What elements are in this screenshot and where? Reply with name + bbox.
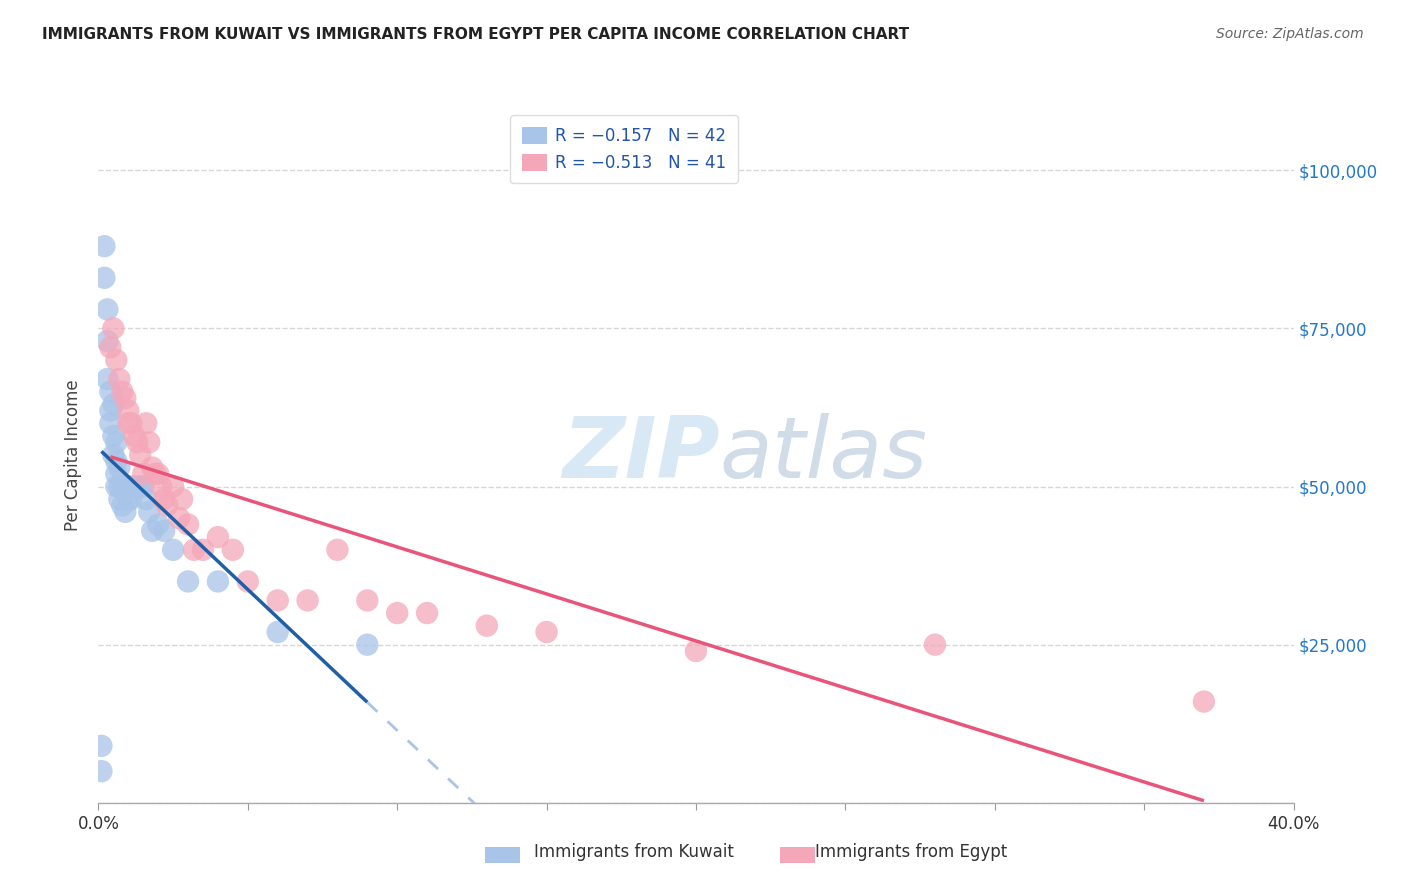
Point	[138, 435, 160, 450]
Point	[162, 542, 184, 557]
Point	[117, 417, 139, 431]
Point	[114, 505, 136, 519]
Point	[103, 448, 125, 462]
Point	[297, 593, 319, 607]
Point	[100, 340, 122, 354]
Point	[536, 625, 558, 640]
Point	[153, 492, 176, 507]
Point	[685, 644, 707, 658]
Point	[177, 517, 200, 532]
Point	[150, 479, 173, 493]
Point	[105, 353, 128, 368]
Point	[141, 524, 163, 538]
Point	[111, 499, 134, 513]
Point	[124, 429, 146, 443]
Point	[90, 764, 112, 779]
Text: atlas: atlas	[720, 413, 928, 497]
Point	[103, 429, 125, 443]
Point	[108, 479, 131, 493]
Point	[105, 479, 128, 493]
Legend: R = −0.157   N = 42, R = −0.513   N = 41: R = −0.157 N = 42, R = −0.513 N = 41	[510, 115, 738, 184]
Point	[100, 417, 122, 431]
Point	[222, 542, 245, 557]
Point	[100, 384, 122, 399]
Point	[207, 574, 229, 589]
Point	[135, 417, 157, 431]
Point	[356, 593, 378, 607]
Point	[90, 739, 112, 753]
Point	[124, 479, 146, 493]
Point	[191, 542, 214, 557]
Point	[132, 479, 155, 493]
Point	[162, 479, 184, 493]
Point	[167, 511, 190, 525]
Point	[143, 467, 166, 481]
Point	[475, 618, 498, 632]
Point	[114, 391, 136, 405]
Point	[120, 492, 142, 507]
Point	[96, 372, 118, 386]
Point	[127, 435, 149, 450]
Point	[103, 321, 125, 335]
Point	[93, 239, 115, 253]
Point	[129, 479, 152, 493]
Text: Immigrants from Egypt: Immigrants from Egypt	[815, 843, 1008, 861]
Text: Immigrants from Kuwait: Immigrants from Kuwait	[534, 843, 734, 861]
Point	[129, 448, 152, 462]
Point	[120, 479, 142, 493]
Text: IMMIGRANTS FROM KUWAIT VS IMMIGRANTS FROM EGYPT PER CAPITA INCOME CORRELATION CH: IMMIGRANTS FROM KUWAIT VS IMMIGRANTS FRO…	[42, 27, 910, 42]
Point	[108, 372, 131, 386]
Point	[924, 638, 946, 652]
Point	[177, 574, 200, 589]
Point	[207, 530, 229, 544]
Point	[105, 467, 128, 481]
Point	[183, 542, 205, 557]
Point	[127, 479, 149, 493]
Point	[416, 606, 439, 620]
Point	[111, 384, 134, 399]
Point	[111, 479, 134, 493]
Point	[148, 517, 170, 532]
Y-axis label: Per Capita Income: Per Capita Income	[65, 379, 83, 531]
Point	[135, 492, 157, 507]
Point	[267, 593, 290, 607]
Point	[326, 542, 349, 557]
Point	[93, 270, 115, 285]
Point	[172, 492, 194, 507]
Point	[385, 606, 409, 620]
Point	[153, 524, 176, 538]
Point	[1192, 695, 1215, 709]
Point	[96, 302, 118, 317]
Point	[100, 403, 122, 417]
Point	[236, 574, 259, 589]
Point	[103, 397, 125, 411]
Point	[132, 467, 155, 481]
Text: ZIP: ZIP	[562, 413, 720, 497]
Point	[105, 454, 128, 468]
Point	[108, 492, 131, 507]
Point	[141, 460, 163, 475]
Point	[148, 467, 170, 481]
Point	[117, 492, 139, 507]
Point	[120, 417, 142, 431]
Point	[105, 435, 128, 450]
Point	[108, 460, 131, 475]
Point	[117, 403, 139, 417]
Text: Source: ZipAtlas.com: Source: ZipAtlas.com	[1216, 27, 1364, 41]
Point	[117, 479, 139, 493]
Point	[156, 499, 179, 513]
Point	[96, 334, 118, 348]
Point	[267, 625, 290, 640]
Point	[356, 638, 378, 652]
Point	[114, 479, 136, 493]
Point	[138, 505, 160, 519]
